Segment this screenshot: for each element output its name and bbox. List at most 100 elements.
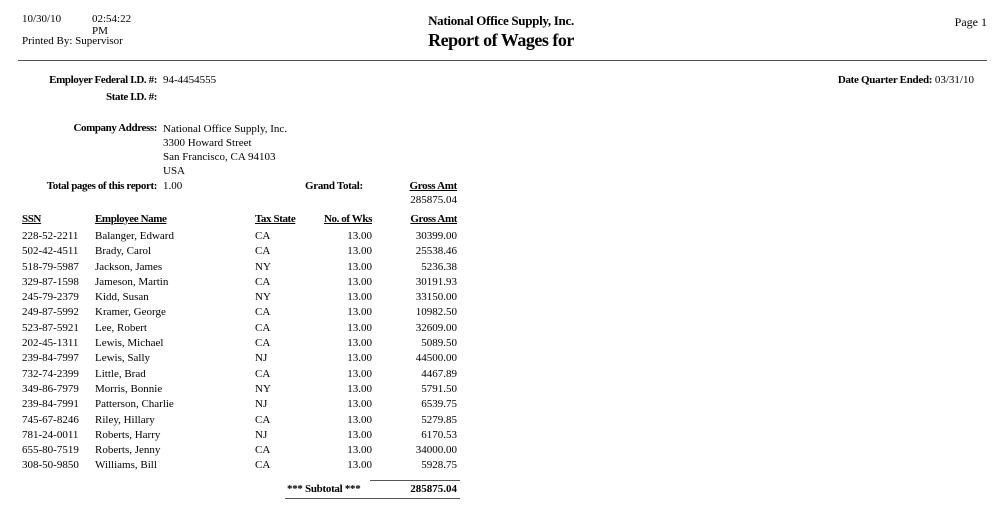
weeks-cell: 13.00 [347, 444, 372, 457]
date-quarter-ended: Date Quarter Ended: 03/31/10 [838, 74, 974, 86]
weeks-cell: 13.00 [347, 337, 372, 350]
grand-total-column-label: Gross Amt [409, 180, 457, 192]
table-row: 228-52-2211 Balanger, Edward CA 13.00 30… [0, 229, 1002, 244]
tax-state-cell: CA [255, 321, 271, 334]
weeks-cell: 13.00 [347, 382, 372, 395]
printed-date: 10/30/10 02:54:22 PM [22, 13, 131, 37]
subtotal-rule-bottom [285, 498, 460, 499]
table-row: 308-50-9850 Williams, Bill CA 13.00 5928… [0, 458, 1002, 473]
employee-table-header: SSN Employee Name Tax State No. of Wks G… [0, 213, 1002, 228]
ssn-cell: 502-42-4511 [22, 245, 79, 258]
subtotal-rule-top [370, 480, 460, 481]
table-row: 745-67-8246 Riley, Hillary CA 13.00 5279… [0, 413, 1002, 428]
date-quarter-ended-value: 03/31/10 [934, 74, 974, 86]
employee-name-cell: Roberts, Harry [95, 428, 161, 441]
tax-state-cell: NJ [255, 352, 268, 365]
gross-amt-cell: 34000.00 [415, 444, 457, 457]
gross-amt-cell: 5791.50 [421, 382, 457, 395]
table-row: 518-79-5987 Jackson, James NY 13.00 5236… [0, 260, 1002, 275]
grand-total-label: Grand Total: [305, 180, 363, 192]
gross-amt-cell: 32609.00 [415, 321, 457, 334]
gross-amt-cell: 5236.38 [421, 260, 457, 273]
company-address-line: National Office Supply, Inc. [163, 123, 288, 135]
table-row: 239-84-7991 Patterson, Charlie NJ 13.00 … [0, 397, 1002, 412]
employee-name-cell: Kidd, Susan [95, 291, 149, 304]
header-rule [18, 60, 987, 61]
report-header: National Office Supply, Inc. Report of W… [0, 13, 1002, 51]
employee-name-cell: Lee, Robert [95, 321, 147, 334]
weeks-cell: 13.00 [347, 291, 372, 304]
employee-name-cell: Riley, Hillary [95, 413, 155, 426]
grand-total-value: 285875.04 [410, 194, 457, 206]
employer-federal-id-value: 94-4454555 [163, 74, 217, 86]
gross-amt-cell: 30191.93 [415, 275, 457, 288]
tax-state-cell: NY [255, 260, 271, 273]
ssn-cell: 781-24-0011 [22, 428, 79, 441]
gross-amt-cell: 6170.53 [421, 428, 457, 441]
company-address: National Office Supply, Inc. 3300 Howard… [163, 122, 287, 178]
gross-amt-cell: 5279.85 [421, 413, 457, 426]
employee-name-cell: Jameson, Martin [95, 275, 169, 288]
table-row: 655-80-7519 Roberts, Jenny CA 13.00 3400… [0, 443, 1002, 458]
table-row: 732-74-2399 Little, Brad CA 13.00 4467.8… [0, 367, 1002, 382]
gross-amt-cell: 33150.00 [415, 291, 457, 304]
employee-name-cell: Morris, Bonnie [95, 382, 163, 395]
weeks-cell: 13.00 [347, 367, 372, 380]
employer-federal-id-label: Employer Federal I.D. #: [49, 74, 157, 86]
gross-amt-cell: 6539.75 [421, 398, 457, 411]
column-header-tax-state: Tax State [255, 213, 296, 225]
weeks-cell: 13.00 [347, 275, 372, 288]
weeks-cell: 13.00 [347, 413, 372, 426]
ssn-cell: 239-84-7991 [22, 398, 79, 411]
employee-name-cell: Balanger, Edward [95, 230, 174, 242]
ssn-cell: 518-79-5987 [22, 260, 79, 273]
employee-name-cell: Kramer, George [95, 306, 166, 319]
ssn-cell: 245-79-2379 [22, 291, 79, 304]
column-header-gross: Gross Amt [410, 213, 457, 225]
employee-name-cell: Patterson, Charlie [95, 398, 174, 411]
table-row: 781-24-0011 Roberts, Harry NJ 13.00 6170… [0, 428, 1002, 443]
subtotal-label: *** Subtotal *** [287, 483, 361, 495]
table-row: 239-84-7997 Lewis, Sally NJ 13.00 44500.… [0, 351, 1002, 366]
tax-state-cell: CA [255, 413, 271, 426]
tax-state-cell: CA [255, 306, 271, 319]
company-address-line: USA [163, 165, 186, 177]
tax-state-cell: NJ [255, 398, 268, 411]
gross-amt-cell: 4467.89 [421, 367, 457, 380]
ssn-cell: 732-74-2399 [22, 367, 79, 380]
printed-date-value: 10/30/10 [22, 13, 62, 25]
gross-amt-cell: 30399.00 [415, 230, 457, 242]
employee-name-cell: Little, Brad [95, 367, 146, 380]
ssn-cell: 228-52-2211 [22, 230, 79, 242]
ssn-cell: 349-86-7979 [22, 382, 79, 395]
gross-amt-cell: 44500.00 [415, 352, 457, 365]
gross-amt-cell: 5089.50 [421, 337, 457, 350]
column-header-weeks: No. of Wks [323, 213, 372, 225]
printed-by-value: Supervisor [75, 35, 123, 47]
column-header-name: Employee Name [95, 213, 167, 225]
ssn-cell: 329-87-1598 [22, 275, 79, 288]
employee-table-body: 228-52-2211 Balanger, Edward CA 13.00 30… [0, 229, 1002, 474]
weeks-cell: 13.00 [347, 260, 372, 273]
column-header-ssn: SSN [22, 213, 41, 225]
total-pages-label: Total pages of this report: [46, 180, 158, 192]
table-row: 329-87-1598 Jameson, Martin CA 13.00 301… [0, 275, 1002, 290]
tax-state-cell: CA [255, 245, 271, 258]
weeks-cell: 13.00 [347, 245, 372, 258]
tax-state-cell: CA [255, 337, 271, 350]
tax-state-cell: NY [255, 291, 271, 304]
employee-name-cell: Roberts, Jenny [95, 444, 161, 457]
weeks-cell: 13.00 [347, 459, 372, 472]
table-row: 349-86-7979 Morris, Bonnie NY 13.00 5791… [0, 382, 1002, 397]
page-number: Page 1 [954, 15, 987, 29]
company-address-line: San Francisco, CA 94103 [163, 151, 276, 163]
table-row: 523-87-5921 Lee, Robert CA 13.00 32609.0… [0, 321, 1002, 336]
employee-name-cell: Lewis, Sally [95, 352, 150, 365]
employee-name-cell: Brady, Carol [95, 245, 152, 258]
subtotal-value: 285875.04 [410, 483, 457, 495]
weeks-cell: 13.00 [347, 352, 372, 365]
ssn-cell: 239-84-7997 [22, 352, 79, 365]
weeks-cell: 13.00 [347, 398, 372, 411]
weeks-cell: 13.00 [347, 230, 372, 242]
